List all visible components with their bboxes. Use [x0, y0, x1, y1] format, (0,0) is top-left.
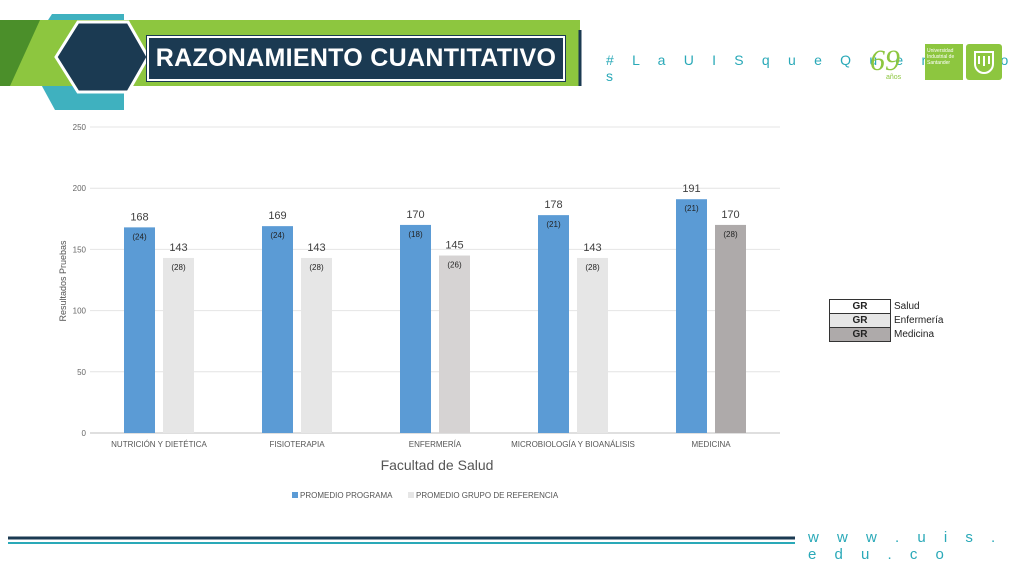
sub-label: (21)	[546, 220, 561, 229]
bar	[676, 199, 707, 433]
sub-label: (24)	[270, 231, 285, 240]
legend-label: PROMEDIO GRUPO DE REFERENCIA	[416, 491, 559, 500]
reference-group-table: GR Salud GR Enfermería GR Medicina	[829, 299, 944, 342]
legend-swatch	[292, 492, 298, 498]
bar	[163, 257, 194, 433]
y-tick-label: 250	[73, 123, 87, 132]
group-label: Salud	[894, 301, 920, 312]
anniversary-number: 69	[870, 44, 900, 77]
sub-label: (28)	[723, 230, 738, 239]
bar	[301, 257, 332, 433]
data-label: 143	[307, 242, 325, 254]
y-tick-label: 0	[82, 429, 87, 438]
sub-label: (18)	[408, 230, 423, 239]
x-tick-labels: NUTRICIÓN Y DIETÉTICA FISIOTERAPIA ENFERME…	[111, 440, 731, 449]
group-label: Medicina	[894, 329, 935, 340]
footer-url[interactable]: w w w . u i s . e d u . c o	[808, 529, 1003, 563]
green-band-dark	[0, 20, 40, 86]
x-tick-label: ENFERMERÍA	[409, 440, 462, 449]
sub-label: (26)	[447, 261, 462, 270]
chart-legend: PROMEDIO PROGRAMA PROMEDIO GRUPO DE REFER…	[292, 491, 559, 500]
hashtag: # L a U I S q u e Q u e r e m o s	[606, 52, 1016, 84]
y-tick-label: 50	[77, 368, 86, 377]
bar	[538, 215, 569, 433]
bars: 168 (24) 143 (28) 169 (24) 143 (28) 170 (18) 145 (2…	[124, 183, 746, 433]
bar	[124, 227, 155, 433]
reference-group-row: GR Medicina	[829, 327, 944, 342]
group-code: GR	[829, 313, 891, 328]
sub-label: (28)	[171, 263, 186, 272]
university-name-logo: Universidad Industrial de Santander	[925, 44, 963, 80]
anniversary-word: años	[886, 74, 902, 81]
y-tick-label: 150	[73, 245, 87, 254]
sub-label: (28)	[585, 263, 600, 272]
data-label: 169	[268, 210, 286, 222]
anniversary-logo: 69 años	[866, 44, 914, 84]
data-label: 143	[169, 242, 187, 254]
bar	[262, 226, 293, 433]
x-tick-label: MICROBIOLOGÍA Y BIOANÁLISIS	[511, 440, 635, 449]
legend-swatch	[408, 492, 414, 498]
data-label: 145	[445, 240, 463, 252]
reference-group-row: GR Salud	[829, 299, 944, 314]
data-label: 168	[130, 211, 148, 223]
data-label: 170	[721, 209, 739, 221]
x-axis-label: Facultad de Salud	[381, 457, 494, 473]
bar	[439, 255, 470, 433]
sub-label: (21)	[684, 204, 699, 213]
sub-label: (24)	[132, 232, 147, 241]
x-tick-label: MEDICINA	[691, 440, 731, 449]
y-axis-label: Resultados Pruebas	[58, 240, 68, 322]
data-label: 170	[406, 209, 424, 221]
bar	[715, 224, 746, 433]
y-tick-labels: 0 50 100 150 200 250	[73, 123, 87, 438]
bar	[577, 257, 608, 433]
y-tick-label: 200	[73, 184, 87, 193]
group-label: Enfermería	[894, 315, 944, 326]
data-label: 143	[583, 242, 601, 254]
sub-label: (28)	[309, 263, 324, 272]
title-box: RAZONAMIENTO CUANTITATIVO	[146, 35, 566, 82]
x-tick-label: FISIOTERAPIA	[269, 440, 325, 449]
x-tick-label: NUTRICIÓN Y DIETÉTICA	[111, 440, 207, 449]
reference-group-row: GR Enfermería	[829, 313, 944, 328]
data-label: 178	[544, 199, 562, 211]
data-label: 191	[682, 183, 700, 195]
legend-label: PROMEDIO PROGRAMA	[300, 491, 393, 500]
grid-lines	[90, 126, 780, 434]
group-code: GR	[829, 299, 891, 314]
group-code: GR	[829, 327, 891, 342]
uis-logo-icon	[966, 44, 1002, 80]
page-title: RAZONAMIENTO CUANTITATIVO	[155, 44, 557, 72]
bar	[400, 224, 431, 433]
y-tick-label: 100	[73, 307, 87, 316]
